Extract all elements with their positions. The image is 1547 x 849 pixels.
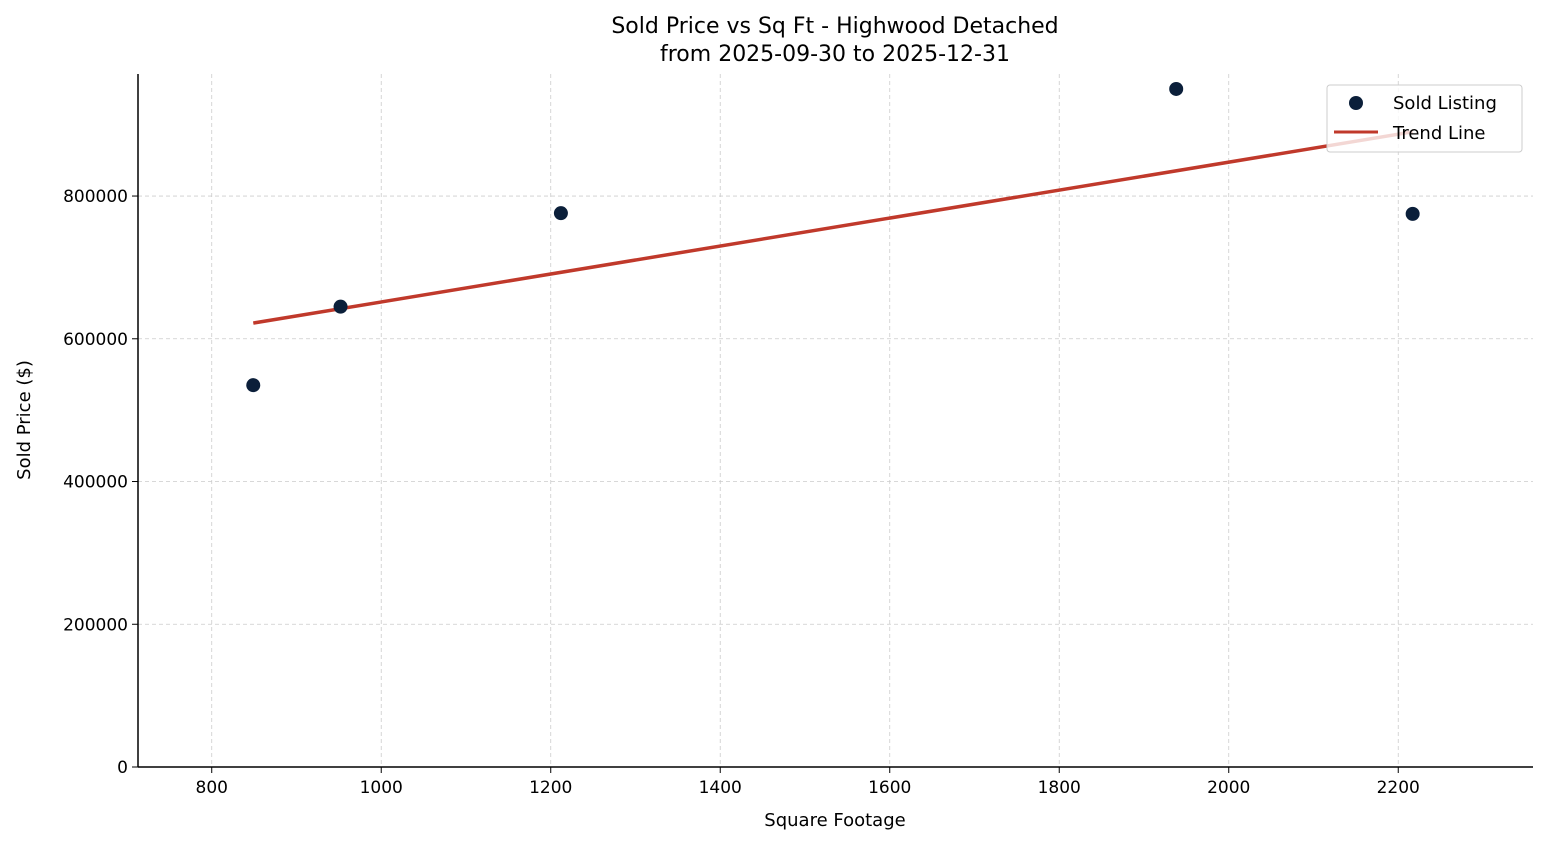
legend-box — [1326, 84, 1523, 153]
y-tick-label: 800000 — [63, 187, 128, 207]
x-tick-label: 2000 — [1207, 778, 1250, 798]
sold-listing-point — [1405, 206, 1420, 221]
trend-line — [252, 130, 1413, 325]
sold-listing-point — [333, 299, 348, 314]
x-tick-label: 1800 — [1038, 778, 1081, 798]
sold-listing-point — [246, 378, 261, 393]
y-axis-label: Sold Price ($) — [14, 360, 35, 480]
x-axis-label: Square Footage — [764, 810, 905, 831]
chart-title: Sold Price vs Sq Ft - Highwood Detached — [611, 14, 1058, 39]
x-tick-label: 1000 — [360, 778, 403, 798]
y-tick-label: 400000 — [63, 473, 128, 493]
legend-marker-sold-listing — [1349, 96, 1363, 110]
x-tick-label: 1600 — [868, 778, 911, 798]
x-tick-label: 1400 — [699, 778, 742, 798]
y-tick-label: 200000 — [63, 615, 128, 635]
sold-listing-point — [553, 206, 568, 221]
chart-subtitle: from 2025-09-30 to 2025-12-31 — [660, 42, 1010, 67]
legend-label-trend-line: Trend Line — [1392, 123, 1486, 144]
legend-label-sold-listing: Sold Listing — [1393, 93, 1497, 114]
x-tick-label: 800 — [196, 778, 228, 798]
y-tick-label: 600000 — [63, 330, 128, 350]
x-tick-label: 2200 — [1377, 778, 1420, 798]
legend: Sold Listing Trend Line — [1326, 84, 1523, 153]
sold-listing-point — [1169, 81, 1184, 96]
x-tick-label: 1200 — [529, 778, 572, 798]
y-tick-label: 0 — [117, 758, 128, 778]
